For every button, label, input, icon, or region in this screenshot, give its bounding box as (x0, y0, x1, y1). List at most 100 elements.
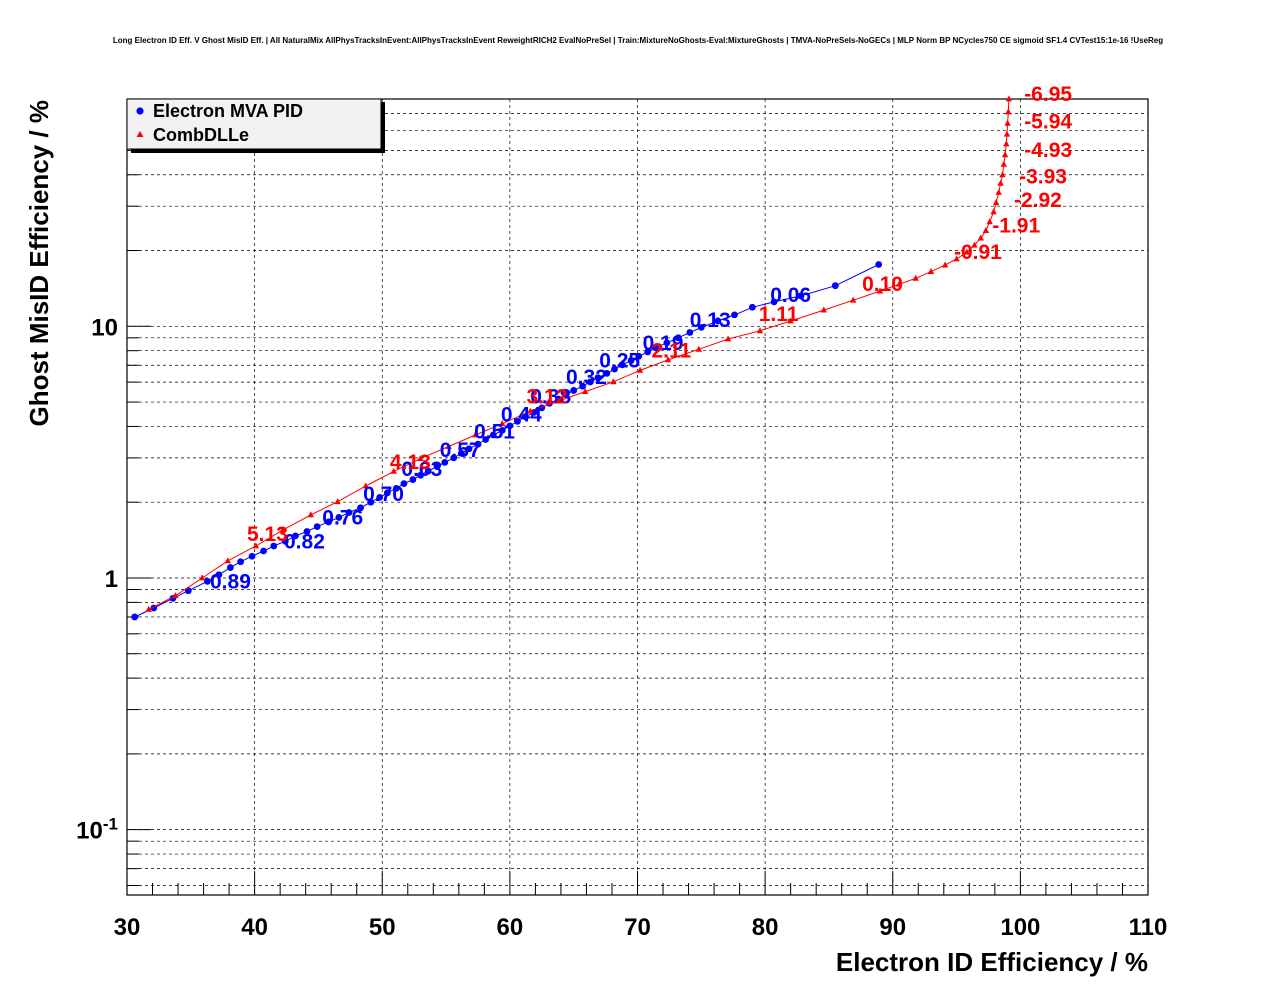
data-point-electron-mva-pid (748, 303, 756, 311)
threshold-label: -1.91 (992, 214, 1040, 237)
data-point-electron-mva-pid (770, 298, 778, 306)
legend-marker-electron-mva-pid (136, 107, 144, 115)
data-point-combdlle (527, 407, 534, 414)
data-point-electron-mva-pid (594, 374, 602, 382)
data-point-electron-mva-pid (586, 378, 594, 386)
data-point-combdlle (279, 526, 286, 533)
legend-marker-combdlle (136, 131, 144, 137)
data-point-combdlle (756, 327, 764, 334)
y-tick-label: 10-1 (76, 815, 118, 845)
data-point-electron-mva-pid (697, 323, 705, 331)
data-point-combdlle (555, 397, 562, 404)
data-point-combdlle (1001, 151, 1009, 158)
threshold-label: 0.57 (440, 439, 481, 462)
threshold-label: 0.51 (474, 421, 515, 444)
data-point-combdlle (724, 335, 732, 342)
legend-label-electron-mva-pid: Electron MVA PID (153, 101, 303, 121)
x-axis-title: Electron ID Efficiency / % (836, 947, 1148, 977)
legend: Electron MVA PID CombDLLe (126, 98, 385, 153)
data-point-combdlle (252, 542, 260, 549)
data-point-electron-mva-pid (714, 317, 722, 325)
data-point-combdlle (334, 498, 341, 505)
data-point-combdlle (610, 378, 617, 385)
data-point-electron-mva-pid (603, 369, 611, 377)
data-point-combdlle (787, 317, 794, 324)
data-point-electron-mva-pid (579, 382, 587, 390)
threshold-label: 0.10 (862, 273, 903, 296)
data-point-electron-mva-pid (417, 471, 424, 479)
data-point-combdlle (664, 356, 672, 363)
data-point-combdlle (941, 261, 949, 268)
data-point-electron-mva-pid (457, 449, 465, 457)
threshold-label: -5.94 (1024, 111, 1072, 134)
threshold-label: 2.11 (652, 340, 692, 363)
data-point-electron-mva-pid (313, 523, 321, 530)
data-point-electron-mva-pid (131, 613, 139, 621)
data-point-electron-mva-pid (474, 440, 482, 448)
data-point-combdlle (850, 296, 857, 303)
data-point-combdlle (499, 420, 506, 427)
data-point-combdlle (1000, 160, 1007, 167)
data-point-combdlle (912, 274, 919, 281)
data-point-combdlle (1003, 140, 1010, 147)
threshold-label: 0.13 (690, 309, 731, 332)
x-tick-labels: 30 40 50 60 70 80 90 100 110 (114, 914, 1168, 941)
y-tick-label: 1 (105, 566, 118, 593)
data-point-combdlle (199, 574, 206, 581)
threshold-label: 0.25 (599, 349, 640, 372)
data-point-electron-mva-pid (498, 426, 506, 434)
data-point-electron-mva-pid (618, 361, 626, 369)
data-point-electron-mva-pid (424, 467, 432, 475)
data-point-combdlle (145, 605, 152, 612)
data-point-combdlle (953, 255, 960, 262)
data-point-electron-mva-pid (409, 476, 417, 483)
data-point-combdlle (895, 280, 903, 287)
x-tick-label: 40 (241, 914, 268, 941)
data-point-electron-mva-pid (441, 458, 449, 466)
data-point-electron-mva-pid (237, 558, 244, 566)
threshold-label: 0.76 (322, 507, 363, 530)
data-point-electron-mva-pid (506, 422, 514, 430)
data-point-electron-mva-pid (400, 480, 408, 488)
threshold-label: 0.70 (363, 483, 404, 506)
data-point-electron-mva-pid (797, 292, 805, 300)
data-point-electron-mva-pid (663, 339, 671, 347)
data-point-electron-mva-pid (570, 387, 578, 394)
data-point-electron-mva-pid (482, 436, 490, 443)
data-point-electron-mva-pid (376, 493, 384, 501)
threshold-label: 0.89 (210, 570, 251, 593)
data-point-combdlle (820, 306, 827, 313)
threshold-label: 0.63 (401, 458, 442, 481)
data-point-combdlle (876, 287, 884, 294)
chart-title: Long Electron ID Eff. V Ghost MisID Eff.… (113, 36, 1163, 45)
threshold-label: -3.93 (1019, 165, 1067, 188)
data-point-electron-mva-pid (345, 509, 353, 516)
threshold-label: -0.91 (954, 241, 1002, 264)
annotations: 0.89 0.820.760.700.630.570.510.440.380.32… (210, 83, 1072, 593)
data-point-electron-mva-pid (674, 334, 682, 342)
data-point-electron-mva-pid (651, 344, 659, 352)
threshold-label: 0.44 (501, 404, 542, 427)
data-point-combdlle (1004, 119, 1011, 126)
data-point-electron-mva-pid (562, 391, 570, 399)
data-point-electron-mva-pid (248, 552, 256, 560)
data-point-combdlle (977, 234, 984, 241)
data-point-electron-mva-pid (875, 261, 883, 268)
x-tick-label: 100 (1000, 914, 1040, 941)
threshold-label: 5.13 (247, 523, 288, 546)
data-point-combdlle (971, 241, 978, 248)
y-tick-labels: 10-1 1 10 (76, 314, 118, 844)
data-point-electron-mva-pid (204, 577, 211, 585)
x-tick-label: 70 (624, 914, 651, 941)
y-tick-label: 10 (91, 314, 118, 341)
data-point-combdlle (224, 557, 231, 564)
data-point-electron-mva-pid (367, 498, 375, 506)
x-tick-label: 60 (497, 914, 524, 941)
axis-ticks (126, 98, 1149, 895)
threshold-label: 3.12 (527, 386, 568, 409)
data-point-combdlle (417, 455, 424, 461)
data-point-electron-mva-pid (303, 528, 311, 535)
data-point-electron-mva-pid (831, 282, 839, 290)
data-point-combdlle (445, 442, 452, 449)
x-tick-label: 30 (114, 914, 141, 941)
